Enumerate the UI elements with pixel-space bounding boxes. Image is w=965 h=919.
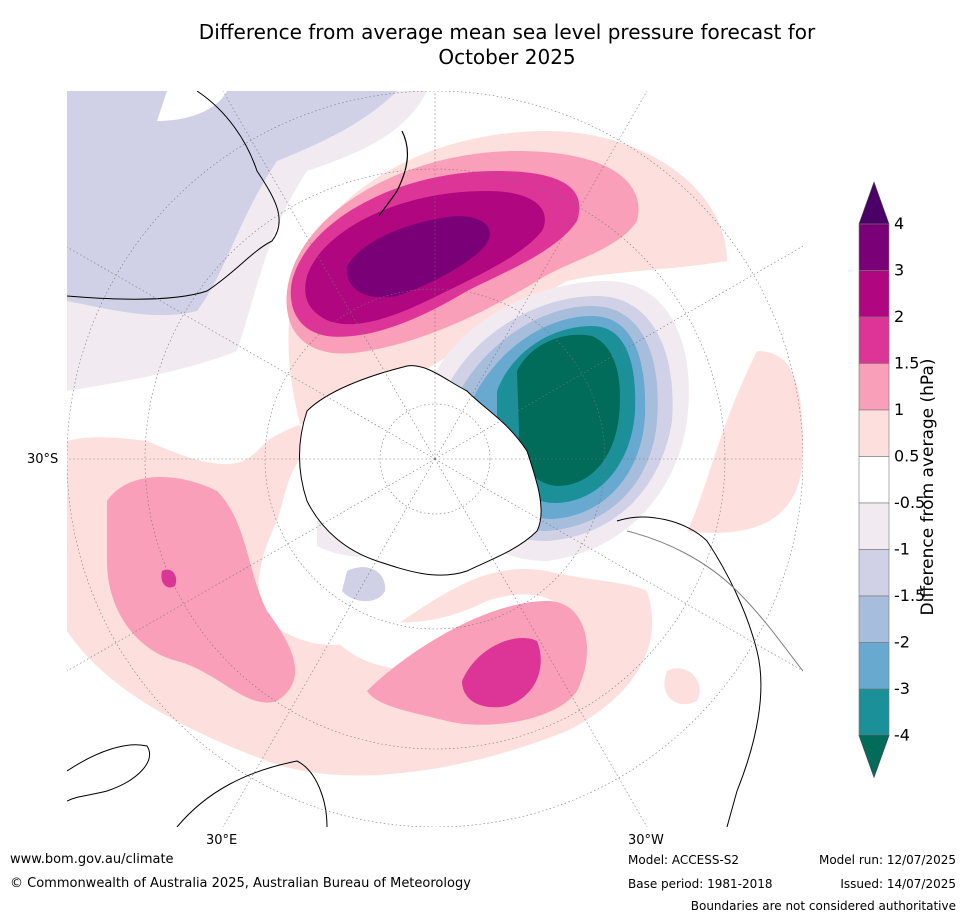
colorbar-tick-label: -2 — [894, 633, 910, 652]
australia-coastline — [67, 91, 280, 300]
africa-coastline — [67, 744, 150, 802]
lon-label-30w: 30°W — [628, 833, 664, 848]
contour-pos-1-sw — [107, 477, 296, 703]
colorbar-swatch — [858, 688, 890, 736]
colorbar-extend-bottom — [858, 735, 890, 779]
contour-pos-3-n — [346, 216, 490, 298]
colorbar-swatch — [858, 316, 890, 364]
colorbar-tick-label: 4 — [894, 214, 904, 233]
colorbar-swatch — [858, 363, 890, 411]
colorbar-swatches — [858, 181, 890, 779]
contour-pos-0p5-east — [687, 351, 803, 533]
footer-disclaimer: Boundaries are not considered authoritat… — [690, 899, 956, 913]
map-title: Difference from average mean sea level p… — [0, 20, 965, 70]
south-america-coastline — [616, 516, 762, 827]
colorbar-swatch — [858, 270, 890, 318]
colorbar-swatch — [858, 549, 890, 597]
contour-pos-1p5-s — [462, 637, 541, 708]
contour-pos-1p5-sw — [161, 569, 177, 588]
polar-map — [67, 91, 803, 827]
graticule — [67, 91, 803, 827]
colorbar-tick-label: 0.5 — [894, 447, 919, 466]
colorbar-tick-label: -3 — [894, 679, 910, 698]
colorbar-tick-label: -4 — [894, 726, 910, 745]
footer-website[interactable]: www.bom.gov.au/climate — [10, 852, 174, 867]
lon-label-30e: 30°E — [206, 833, 238, 848]
colorbar-tick-label: -0.5 — [894, 493, 925, 512]
colorbar-tick-label: 1 — [894, 400, 904, 419]
colorbar-swatch — [858, 642, 890, 690]
contour-neg-4-e — [517, 334, 620, 486]
colorbar-swatch — [858, 456, 890, 504]
footer-copyright: © Commonwealth of Australia 2025, Austra… — [10, 876, 471, 891]
colorbar-swatch — [858, 595, 890, 643]
lat-label-30s: 30°S — [27, 452, 59, 467]
colorbar-tick-label: -1.5 — [894, 586, 925, 605]
colorbar-swatch — [858, 502, 890, 550]
antarctica-coastline — [299, 365, 542, 576]
footer-issued: Issued: 14/07/2025 — [840, 877, 956, 891]
colorbar-extend-top — [858, 181, 890, 225]
contour-neg-med-nw — [67, 91, 397, 316]
colorbar-tick-label: -1 — [894, 540, 910, 559]
title-line-2: October 2025 — [438, 45, 576, 69]
colorbar-ticks: 4 3 2 1.5 1 0.5 -0.5 -1 -1.5 -2 -3 -4 — [894, 214, 925, 745]
colorbar-tick-label: 1.5 — [894, 354, 919, 373]
colorbar-tick-label: 2 — [894, 307, 904, 326]
colorbar-tick-label: 3 — [894, 261, 904, 280]
colorbar-swatch — [858, 409, 890, 457]
footer-model-run: Model run: 12/07/2025 — [818, 853, 956, 867]
title-line-1: Difference from average mean sea level p… — [198, 20, 816, 44]
footer-model: Model: ACCESS-S2 — [628, 853, 740, 867]
footer-base-period: Base period: 1981-2018 — [628, 877, 773, 891]
colorbar: 4 3 2 1.5 1 0.5 -0.5 -1 -1.5 -2 -3 -4 — [858, 181, 925, 779]
new-zealand-coastline — [378, 130, 408, 217]
colorbar-swatch — [858, 223, 890, 271]
